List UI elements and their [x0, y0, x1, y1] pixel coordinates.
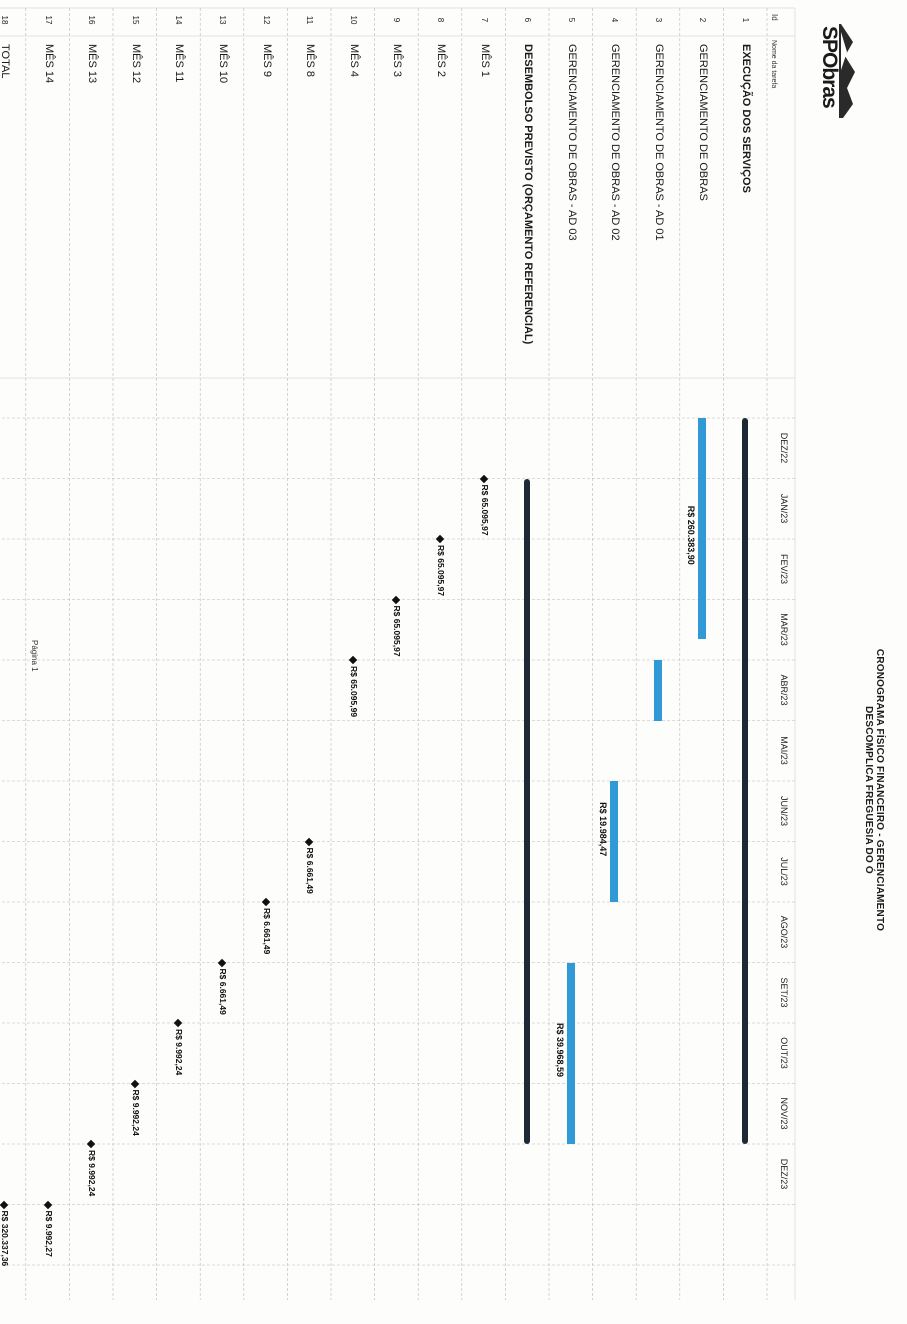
- row-id: 18: [0, 15, 9, 25]
- task-name: MÊS 1: [478, 44, 491, 78]
- task-bar-label: R$ 19.984,47: [598, 802, 609, 857]
- row-id: 17: [43, 15, 53, 25]
- task-name: TOTAL: [0, 44, 11, 79]
- row-id: 16: [87, 15, 97, 25]
- milestone-label: R$ 65.095,97: [436, 545, 446, 597]
- row-id: 8: [436, 17, 445, 23]
- row-id: 11: [305, 15, 315, 25]
- milestone-label: R$ 6.661,49: [261, 908, 272, 955]
- task-bar: [697, 418, 706, 639]
- task-name: MÊS 12: [129, 44, 142, 84]
- task-bar-label: R$ 260.383,90: [685, 505, 696, 565]
- month-label: AGO/23: [779, 915, 789, 949]
- milestone-label: R$ 320.337,36: [0, 1210, 10, 1267]
- title-line-2: DESCOMPLICA FREGUESIA DO Ó: [863, 706, 874, 874]
- task-name: MÊS 3: [391, 44, 404, 78]
- milestone-label: R$ 65.095,97: [479, 484, 490, 536]
- column-header-id: Id: [770, 14, 779, 21]
- row-id: 4: [610, 17, 620, 23]
- task-name: MÊS 14: [42, 44, 55, 84]
- milestone-label: R$ 9.992,24: [87, 1150, 98, 1197]
- milestone-label: R$ 6.661,49: [305, 847, 316, 894]
- month-label: JUN/23: [779, 795, 789, 826]
- task-name: EXECUÇÃO DOS SERVIÇOS: [740, 44, 753, 193]
- task-name: MÊS 8: [304, 44, 317, 78]
- row-id: 12: [261, 15, 271, 25]
- month-label: NOV/23: [779, 1097, 789, 1130]
- month-label: DEZ/23: [779, 1158, 789, 1190]
- task-bar-label: R$ 39.968,59: [554, 1023, 565, 1078]
- row-id: 2: [697, 17, 707, 23]
- row-id: 6: [523, 17, 533, 23]
- month-label: OUT/23: [779, 1037, 789, 1069]
- row-id: 1: [741, 17, 751, 23]
- summary-bar: [742, 418, 749, 1144]
- row-id: 14: [174, 15, 184, 25]
- title-line-1: CRONOGRAMA FÍSICO FINANCEIRO - GERENCIAM…: [874, 648, 885, 932]
- task-name: MÊS 10: [217, 44, 229, 84]
- task-name: MÊS 11: [173, 44, 186, 83]
- task-bar: [566, 962, 575, 1144]
- month-label: SET/23: [779, 977, 789, 1008]
- row-id: 13: [218, 15, 227, 25]
- task-name: GERENCIAMENTO DE OBRAS - AD 01: [653, 44, 665, 241]
- month-label: JUL/23: [779, 857, 789, 886]
- milestone-label: R$ 65.095,97: [392, 605, 403, 657]
- task-name: GERENCIAMENTO DE OBRAS - AD 03: [565, 44, 578, 241]
- document-title: CRONOGRAMA FÍSICO FINANCEIRO - GERENCIAM…: [863, 520, 885, 1060]
- summary-bar: [524, 478, 531, 1144]
- row-id: 9: [392, 17, 402, 23]
- milestone-label: R$ 9.992,27: [43, 1210, 54, 1257]
- logo-text: SPObras: [818, 26, 841, 108]
- task-name: MÊS 2: [435, 44, 447, 78]
- task-name: GERENCIAMENTO DE OBRAS: [696, 44, 709, 201]
- milestone-label: R$ 65.095,99: [348, 666, 359, 718]
- task-name: DESEMBOLSO PREVISTO (ORÇAMENTO REFERENCI…: [522, 44, 535, 345]
- row-id: 3: [654, 17, 663, 23]
- row-id: 15: [130, 15, 140, 25]
- milestone-label: R$ 6.661,49: [218, 968, 228, 1015]
- month-label: MAR/23: [779, 613, 789, 646]
- task-name: MÊS 4: [347, 44, 360, 78]
- month-label: JAN/23: [779, 493, 789, 524]
- month-label: ABR/23: [779, 674, 789, 706]
- task-name: GERENCIAMENTO DE OBRAS - AD 02: [609, 44, 622, 241]
- task-bar: [610, 781, 619, 902]
- row-id: 7: [479, 17, 489, 23]
- task-bar: [654, 660, 662, 721]
- spobras-logo: SPObras: [817, 22, 857, 122]
- logo-mark-icon: [839, 24, 855, 118]
- milestone-label: R$ 9.992,24: [174, 1029, 185, 1076]
- column-header-task-name: Nome da tarefa: [770, 40, 777, 89]
- month-label: FEV/23: [779, 553, 789, 584]
- page-footer: Página 1: [30, 640, 39, 672]
- month-label: DEZ/22: [779, 432, 789, 464]
- row-id: 10: [348, 15, 358, 25]
- task-name: MÊS 13: [86, 44, 99, 84]
- row-id: 5: [566, 17, 576, 23]
- month-label: MAI/23: [779, 736, 789, 765]
- task-name: MÊS 9: [260, 44, 273, 78]
- milestone-label: R$ 9.992,24: [130, 1089, 141, 1136]
